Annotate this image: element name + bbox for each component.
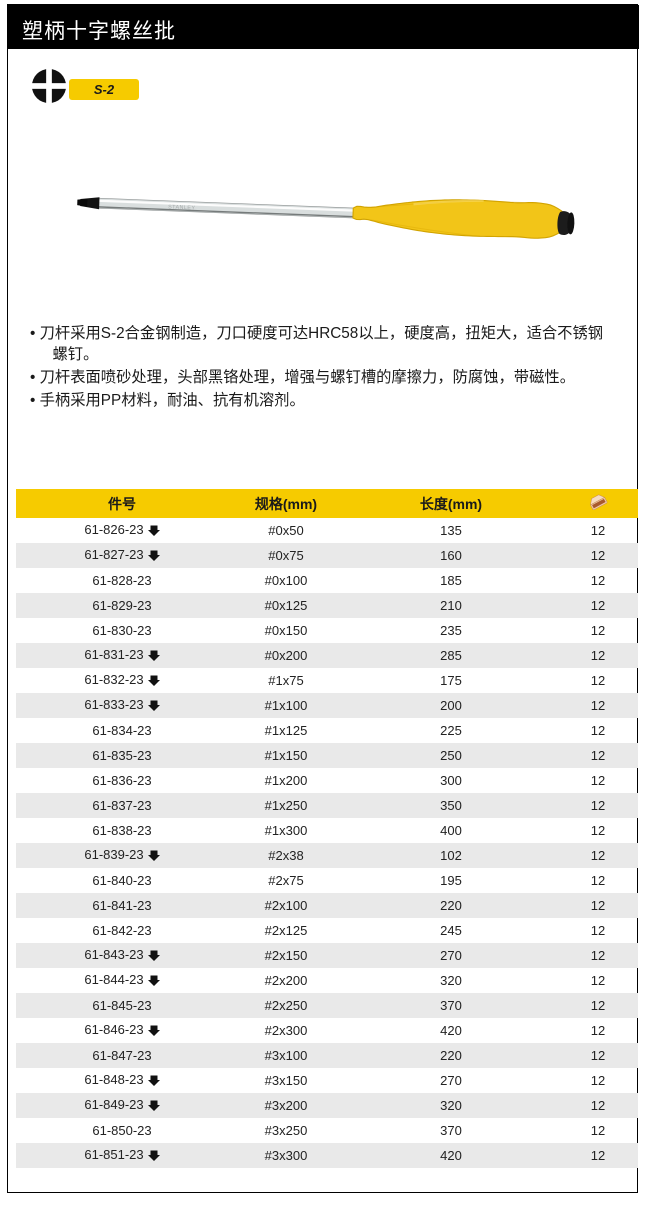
svg-text:STANLEY: STANLEY	[168, 204, 195, 211]
